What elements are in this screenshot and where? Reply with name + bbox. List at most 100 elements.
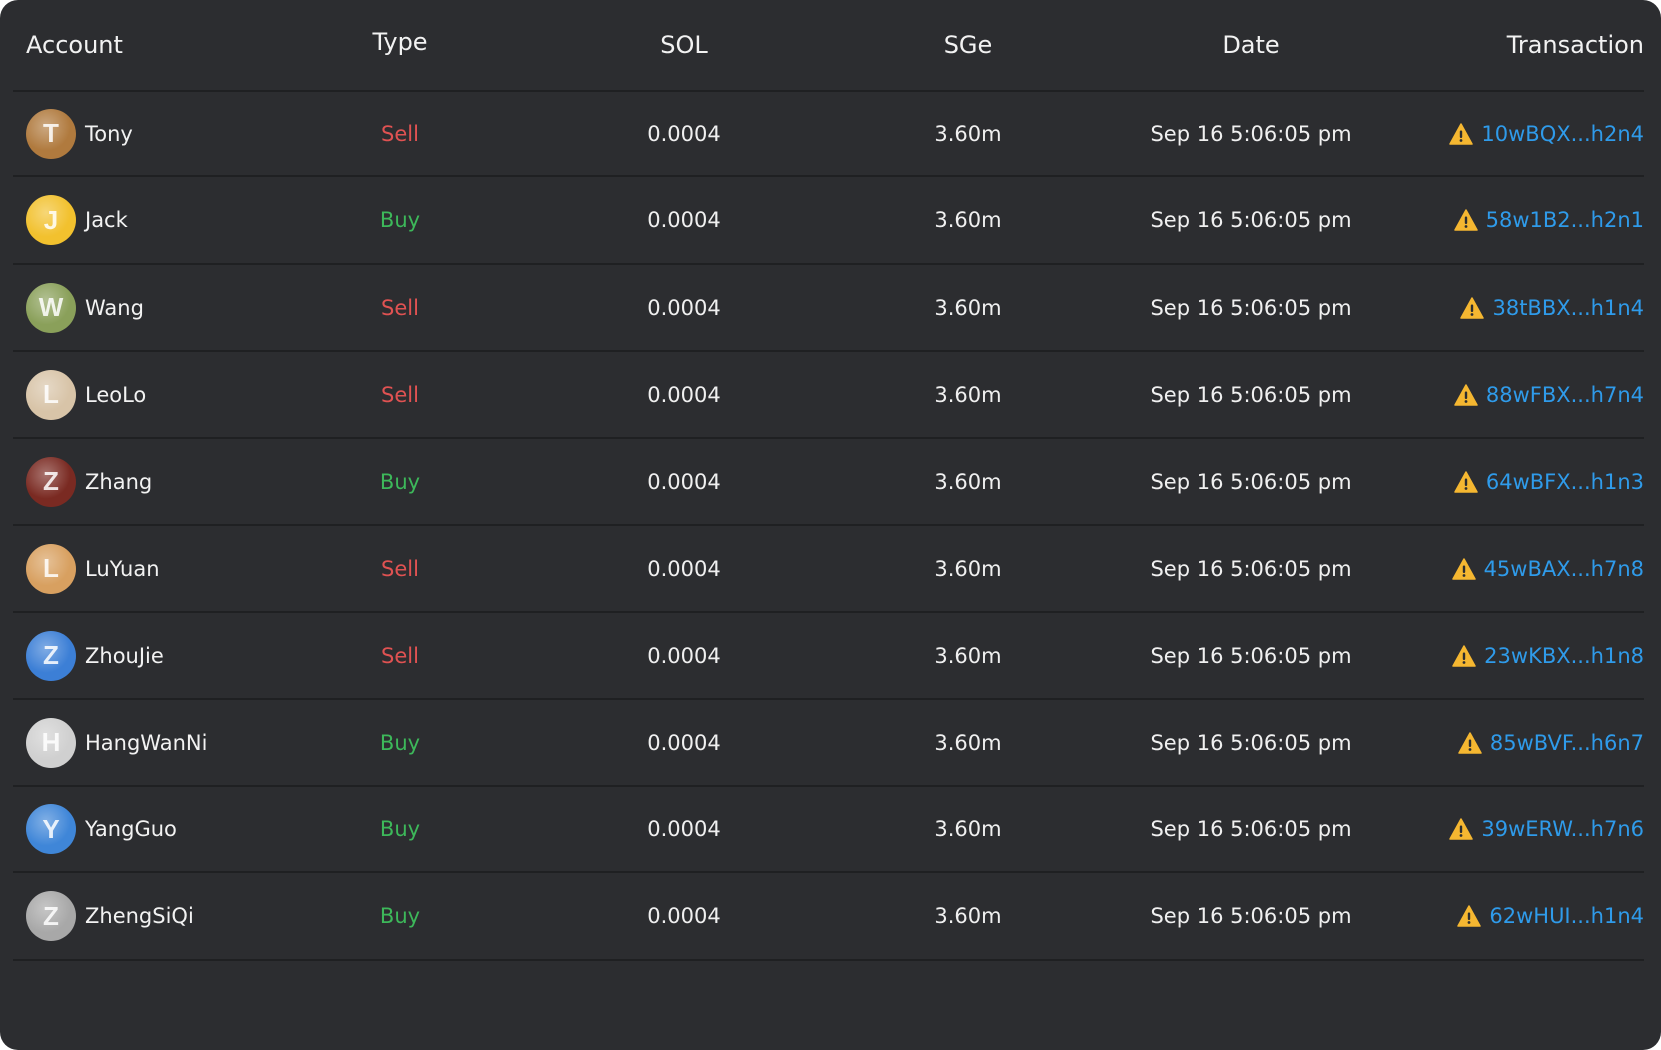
type-cell: Sell [381,295,419,320]
type-cell: Buy [379,817,421,841]
table-row[interactable]: J Jack Buy 0.0004 3.60m Sep 16 5:06:05 pm 58w1… [13,177,1644,265]
date-cell: Sep 16 5:06:05 pm [1150,208,1352,232]
sge-cell: 3.60m [934,382,1002,407]
transaction-cell: 45wBAX...h7n8 [1313,526,1644,611]
white-duck-avatar[interactable]: Z [26,891,76,941]
avatar-initial: H [41,727,61,757]
account-cell: L LeoLo [26,352,346,437]
date-cell: Sep 16 5:06:05 pm [1150,121,1352,146]
warning-triangle-icon [1454,470,1478,493]
table-row[interactable]: T Tony Sell 0.0004 3.60m Sep 16 5:06:05 pm 10w… [13,92,1644,177]
dog-blue-bg-avatar[interactable]: Y [26,804,76,854]
table-row[interactable]: Z ZhouJie Sell 0.0004 3.60m Sep 16 5:06:05 pm… [13,613,1644,700]
account-name[interactable]: Zhang [85,469,153,494]
transaction-link[interactable]: 58w1B2...h2n1 [1485,208,1644,232]
transaction-cell: 39wERW...h7n6 [1313,787,1644,871]
transaction-link[interactable]: 85wBVF...h6n7 [1489,730,1644,755]
sge-cell: 3.60m [934,469,1002,494]
transaction-link[interactable]: 45wBAX...h7n8 [1483,556,1644,581]
sge-cell: 3.60m [934,556,1002,581]
date-cell: Sep 16 5:06:05 pm [1150,295,1352,320]
shiba-dog-avatar[interactable]: T [26,108,76,159]
transaction-link[interactable]: 38tBBX...h1n4 [1492,295,1644,320]
table-row[interactable]: Z ZhengSiQi Buy 0.0004 3.60m Sep 16 5:06:05 p… [13,873,1644,961]
transaction-link[interactable]: 39wERW...h7n6 [1481,817,1644,841]
white-dog-avatar[interactable]: W [26,282,76,333]
avatar-initial: L [43,553,59,583]
sge-cell: 3.60m [934,295,1002,320]
transaction-wrap: 10wBQX...h2n4 [1449,122,1644,146]
sol-cell: 0.0004 [647,469,721,494]
account-name[interactable]: ZhouJie [85,643,164,668]
sol-cell: 0.0004 [647,382,721,407]
avatar-initial: J [43,204,59,235]
transaction-cell: 62wHUI...h1n4 [1313,873,1644,959]
account-cell: Z Zhang [26,439,346,524]
account-name[interactable]: YangGuo [85,817,177,841]
warning-triangle-icon [1453,209,1478,231]
table-row[interactable]: W Wang Sell 0.0004 3.60m Sep 16 5:06:05 pm 38t… [13,265,1644,352]
table-header: Account Type SOL SGe Date Transaction [13,0,1644,92]
sge-cell: 3.60m [934,730,1002,755]
cats-group-avatar[interactable]: H [26,717,76,768]
date-cell: Sep 16 5:06:05 pm [1150,382,1352,407]
sge-cell: 3.60m [934,643,1002,668]
account-cell: J Jack [26,177,346,263]
type-cell: Buy [379,730,421,755]
account-cell: H HangWanNi [26,700,346,785]
type-cell: Buy [379,208,421,232]
type-cell: Sell [381,121,419,146]
avatar-initial: W [38,292,64,322]
sol-cell: 0.0004 [647,730,721,755]
transaction-wrap: 58w1B2...h2n1 [1453,208,1644,232]
transaction-cell: 88wFBX...h7n4 [1313,352,1644,437]
account-name[interactable]: HangWanNi [85,730,208,755]
transaction-link[interactable]: 23wKBX...h1n8 [1484,643,1644,668]
table-row[interactable]: L LeoLo Sell 0.0004 3.60m Sep 16 5:06:05 pm 88… [13,352,1644,439]
warning-triangle-icon [1457,905,1482,927]
header-type: Type [372,28,428,56]
warning-triangle-icon [1454,383,1478,406]
account-name[interactable]: Tony [85,121,133,146]
account-name[interactable]: LuYuan [85,556,160,581]
transaction-link[interactable]: 62wHUI...h1n4 [1489,904,1644,928]
header-transaction: Transaction [1506,31,1644,59]
table-row[interactable]: H HangWanNi Buy 0.0004 3.60m Sep 16 5:06:05 p… [13,700,1644,787]
account-name[interactable]: LeoLo [85,382,147,407]
transaction-link[interactable]: 88wFBX...h7n4 [1485,382,1644,407]
transaction-link[interactable]: 64wBFX...h1n3 [1485,469,1644,494]
account-name[interactable]: ZhengSiQi [85,904,194,928]
cartoon-duck-avatar[interactable]: Z [26,630,76,681]
account-cell: T Tony [26,92,346,175]
cat-avatar[interactable]: L [26,369,76,420]
warning-triangle-icon [1460,296,1485,319]
table-row[interactable]: Y YangGuo Buy 0.0004 3.60m Sep 16 5:06:05 pm 3… [13,787,1644,873]
account-cell: Z ZhouJie [26,613,346,698]
account-cell: W Wang [26,265,346,350]
header-account: Account [26,31,123,59]
date-cell: Sep 16 5:06:05 pm [1150,730,1352,755]
date-cell: Sep 16 5:06:05 pm [1150,817,1352,841]
transaction-link[interactable]: 10wBQX...h2n4 [1481,121,1644,146]
table-row[interactable]: Z Zhang Buy 0.0004 3.60m Sep 16 5:06:05 pm 64w… [13,439,1644,526]
table-row[interactable]: L LuYuan Sell 0.0004 3.60m Sep 16 5:06:05 pm 4… [13,526,1644,613]
sol-cell: 0.0004 [647,904,721,928]
account-name[interactable]: Jack [85,208,128,232]
sol-cell: 0.0004 [647,121,721,146]
type-cell: Sell [381,643,419,668]
avatar-initial: Z [43,466,59,496]
duck-sunglasses-avatar[interactable]: J [26,195,76,245]
person-avatar[interactable]: Z [26,456,76,507]
shiba-dog-avatar[interactable]: L [26,543,76,594]
date-cell: Sep 16 5:06:05 pm [1150,904,1352,928]
avatar-initial: L [43,379,59,409]
account-name[interactable]: Wang [85,295,144,320]
account-cell: Y YangGuo [26,787,346,871]
header-sge: SGe [943,31,993,59]
warning-triangle-icon [1449,122,1474,145]
transaction-cell: 38tBBX...h1n4 [1313,265,1644,350]
transaction-wrap: 88wFBX...h7n4 [1454,383,1644,407]
transaction-cell: 64wBFX...h1n3 [1313,439,1644,524]
transaction-cell: 10wBQX...h2n4 [1313,92,1644,175]
